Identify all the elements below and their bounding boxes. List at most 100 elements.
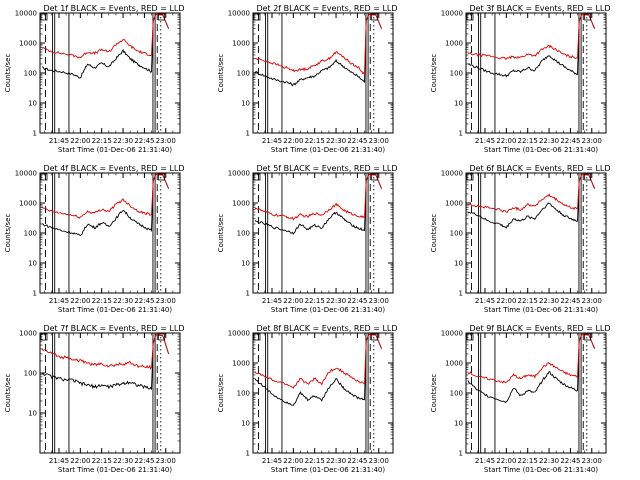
x-axis-label: Start Time (01-Dec-06 21:31:40) — [484, 306, 598, 314]
series-line-lld — [254, 173, 383, 221]
panel-6: Det 6f BLACK = Events, RED = LLD Counts/s… — [430, 164, 611, 314]
x-tick-label: 22:15 — [305, 137, 325, 145]
x-tick-label: 22:30 — [326, 137, 346, 145]
y-tick-label: 10 — [454, 420, 463, 428]
y-axis-label: Counts/sec — [430, 374, 438, 413]
y-axis-label: Counts/sec — [4, 54, 12, 93]
x-tick-label: 23:00 — [156, 457, 176, 465]
corner-box-right — [584, 333, 592, 341]
series-line-events — [467, 173, 596, 229]
y-tick-label: 1 — [33, 130, 37, 138]
series-line-events — [467, 13, 596, 78]
series-line-lld — [467, 173, 596, 213]
y-tick-label: 10 — [241, 420, 250, 428]
y-tick-label: 1 — [246, 450, 250, 458]
x-tick-label: 22:00 — [283, 297, 303, 305]
x-tick-label: 22:30 — [326, 457, 346, 465]
y-tick-label: 10000 — [441, 170, 463, 178]
chart-title: Det 2f BLACK = Events, RED = LLD — [256, 4, 397, 13]
series-line-events — [41, 334, 170, 391]
y-tick-label: 1000 — [19, 40, 37, 48]
series-line-events — [41, 173, 170, 237]
x-tick-label: 22:15 — [92, 457, 112, 465]
x-tick-label: 23:00 — [582, 297, 602, 305]
series-line-lld — [41, 13, 170, 59]
x-axis-label: Start Time (01-Dec-06 21:31:40) — [484, 146, 598, 154]
x-tick-label: 22:45 — [560, 137, 580, 145]
plot-frame — [252, 12, 394, 134]
chart-title: Det 1f BLACK = Events, RED = LLD — [43, 4, 184, 13]
series-line-lld — [41, 334, 170, 370]
x-tick-label: 21:45 — [49, 137, 69, 145]
plot-frame — [39, 332, 181, 454]
series-line-events — [254, 173, 383, 235]
x-tick-label: 22:00 — [70, 137, 90, 145]
x-tick-label: 23:00 — [582, 137, 602, 145]
series-line-events — [41, 13, 170, 79]
x-tick-label: 22:00 — [70, 457, 90, 465]
x-tick-label: 22:30 — [539, 297, 559, 305]
x-tick-label: 21:45 — [262, 137, 282, 145]
x-tick-label: 22:15 — [518, 457, 538, 465]
x-tick-label: 23:00 — [582, 457, 602, 465]
y-tick-label: 1000 — [232, 40, 250, 48]
corner-box-right — [158, 333, 166, 341]
corner-box-right — [158, 13, 166, 21]
corner-box-right — [584, 13, 592, 21]
x-tick-label: 23:00 — [156, 137, 176, 145]
x-tick-label: 22:30 — [113, 457, 133, 465]
x-axis-label: Start Time (01-Dec-06 21:31:40) — [271, 306, 385, 314]
corner-box-left — [466, 173, 474, 181]
panel-2: Det 2f BLACK = Events, RED = LLD Counts/s… — [217, 4, 398, 154]
corner-box-left — [466, 333, 474, 341]
y-axis-label: Counts/sec — [4, 374, 12, 413]
y-tick-label: 1000 — [445, 200, 463, 208]
x-tick-label: 22:45 — [347, 457, 367, 465]
y-tick-label: 1000 — [232, 360, 250, 368]
series-line-lld — [254, 13, 383, 77]
panel-5: Det 5f BLACK = Events, RED = LLD Counts/s… — [217, 164, 398, 314]
y-axis-label: Counts/sec — [217, 374, 225, 413]
chart-title: Det 9f BLACK = Events, RED = LLD — [469, 324, 610, 333]
panel-7: Det 7f BLACK = Events, RED = LLD Counts/s… — [4, 324, 185, 474]
x-tick-label: 22:00 — [283, 457, 303, 465]
x-tick-label: 22:45 — [134, 457, 154, 465]
y-tick-label: 10 — [28, 260, 37, 268]
x-axis-label: Start Time (01-Dec-06 21:31:40) — [484, 466, 598, 474]
x-tick-label: 22:00 — [283, 137, 303, 145]
y-tick-label: 1000 — [445, 360, 463, 368]
y-tick-label: 100 — [450, 70, 463, 78]
series-line-events — [254, 13, 383, 87]
chart-title: Det 3f BLACK = Events, RED = LLD — [469, 4, 610, 13]
y-tick-label: 1 — [459, 450, 463, 458]
x-tick-label: 23:00 — [369, 457, 389, 465]
y-tick-label: 1 — [246, 290, 250, 298]
y-tick-label: 1 — [459, 130, 463, 138]
x-axis-label: Start Time (01-Dec-06 21:31:40) — [271, 146, 385, 154]
y-tick-label: 10 — [28, 100, 37, 108]
x-tick-label: 22:00 — [496, 457, 516, 465]
y-tick-label: 100 — [24, 230, 37, 238]
x-tick-label: 22:30 — [539, 137, 559, 145]
x-tick-label: 22:30 — [113, 297, 133, 305]
corner-box-left — [40, 13, 48, 21]
series-line-events — [467, 333, 596, 404]
corner-box-left — [253, 333, 261, 341]
x-tick-label: 22:30 — [113, 137, 133, 145]
plot-frame — [39, 172, 181, 294]
chart-title: Det 4f BLACK = Events, RED = LLD — [43, 164, 184, 173]
panel-9: Det 9f BLACK = Events, RED = LLD Counts/s… — [430, 324, 611, 474]
y-tick-label: 100 — [237, 390, 250, 398]
series-line-lld — [467, 13, 596, 60]
corner-box-right — [584, 173, 592, 181]
y-tick-label: 1 — [459, 290, 463, 298]
x-tick-label: 22:15 — [305, 297, 325, 305]
x-tick-label: 22:00 — [496, 297, 516, 305]
y-tick-label: 10 — [454, 260, 463, 268]
x-tick-label: 22:30 — [539, 457, 559, 465]
x-tick-label: 22:45 — [347, 137, 367, 145]
chart-title: Det 7f BLACK = Events, RED = LLD — [43, 324, 184, 333]
y-axis-label: Counts/sec — [4, 214, 12, 253]
plot-frame — [252, 172, 394, 294]
